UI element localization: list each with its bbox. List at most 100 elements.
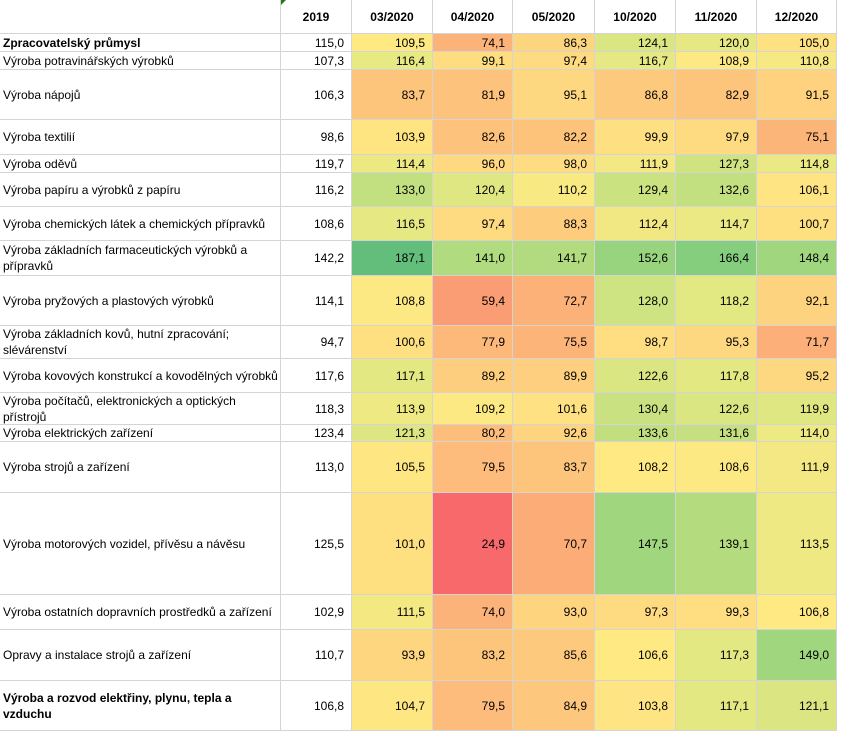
value-cell[interactable]: 99,9 [595, 120, 676, 155]
value-cell-2019[interactable]: 116,2 [281, 173, 352, 207]
value-cell[interactable]: 147,5 [595, 493, 676, 595]
value-cell[interactable]: 152,6 [595, 241, 676, 276]
column-header[interactable]: 11/2020 [676, 0, 757, 34]
value-cell[interactable]: 118,2 [676, 276, 757, 326]
value-cell[interactable]: 77,9 [433, 326, 513, 359]
row-label[interactable]: Opravy a instalace strojů a zařízení [0, 630, 281, 681]
column-header[interactable]: 03/2020 [352, 0, 433, 34]
value-cell[interactable]: 83,7 [352, 70, 433, 120]
value-cell-2019[interactable]: 142,2 [281, 241, 352, 276]
value-cell[interactable]: 114,8 [757, 155, 837, 173]
column-header[interactable]: 10/2020 [595, 0, 676, 34]
value-cell[interactable]: 92,6 [513, 425, 595, 442]
value-cell[interactable]: 96,0 [433, 155, 513, 173]
value-cell[interactable]: 121,3 [352, 425, 433, 442]
value-cell[interactable]: 100,7 [757, 207, 837, 241]
value-cell[interactable]: 59,4 [433, 276, 513, 326]
row-label[interactable]: Výroba strojů a zařízení [0, 442, 281, 493]
value-cell[interactable]: 105,5 [352, 442, 433, 493]
value-cell[interactable]: 117,8 [676, 359, 757, 393]
value-cell[interactable]: 122,6 [676, 393, 757, 425]
row-label[interactable]: Výroba motorových vozidel, přívěsu a náv… [0, 493, 281, 595]
row-label[interactable]: Výroba základních farmaceutických výrobk… [0, 241, 281, 276]
row-label[interactable]: Výroba ostatních dopravních prostředků a… [0, 595, 281, 630]
value-cell[interactable]: 84,9 [513, 681, 595, 731]
value-cell[interactable]: 105,0 [757, 34, 837, 52]
value-cell[interactable]: 116,5 [352, 207, 433, 241]
value-cell[interactable]: 99,3 [676, 595, 757, 630]
row-label[interactable]: Výroba chemických látek a chemických pří… [0, 207, 281, 241]
value-cell-2019[interactable]: 118,3 [281, 393, 352, 425]
value-cell[interactable]: 129,4 [595, 173, 676, 207]
value-cell[interactable]: 111,9 [757, 442, 837, 493]
value-cell[interactable]: 112,4 [595, 207, 676, 241]
value-cell[interactable]: 149,0 [757, 630, 837, 681]
value-cell[interactable]: 187,1 [352, 241, 433, 276]
value-cell[interactable]: 108,9 [676, 52, 757, 70]
value-cell[interactable]: 83,7 [513, 442, 595, 493]
value-cell[interactable]: 111,9 [595, 155, 676, 173]
value-cell[interactable]: 24,9 [433, 493, 513, 595]
value-cell[interactable]: 80,2 [433, 425, 513, 442]
value-cell[interactable]: 116,7 [595, 52, 676, 70]
value-cell[interactable]: 79,5 [433, 442, 513, 493]
value-cell-2019[interactable]: 106,8 [281, 681, 352, 731]
value-cell-2019[interactable]: 106,3 [281, 70, 352, 120]
value-cell[interactable]: 100,6 [352, 326, 433, 359]
value-cell[interactable]: 122,6 [595, 359, 676, 393]
value-cell[interactable]: 120,4 [433, 173, 513, 207]
value-cell[interactable]: 85,6 [513, 630, 595, 681]
value-cell[interactable]: 88,3 [513, 207, 595, 241]
value-cell-2019[interactable]: 115,0 [281, 34, 352, 52]
header-corner-cell[interactable] [0, 0, 281, 34]
value-cell[interactable]: 95,2 [757, 359, 837, 393]
value-cell-2019[interactable]: 102,9 [281, 595, 352, 630]
value-cell-2019[interactable]: 123,4 [281, 425, 352, 442]
value-cell[interactable]: 117,1 [676, 681, 757, 731]
value-cell[interactable]: 72,7 [513, 276, 595, 326]
value-cell[interactable]: 139,1 [676, 493, 757, 595]
value-cell[interactable]: 148,4 [757, 241, 837, 276]
value-cell[interactable]: 98,7 [595, 326, 676, 359]
value-cell-2019[interactable]: 107,3 [281, 52, 352, 70]
value-cell[interactable]: 133,6 [595, 425, 676, 442]
value-cell[interactable]: 101,6 [513, 393, 595, 425]
row-label[interactable]: Výroba kovových konstrukcí a kovodělných… [0, 359, 281, 393]
value-cell[interactable]: 119,9 [757, 393, 837, 425]
value-cell[interactable]: 74,1 [433, 34, 513, 52]
value-cell[interactable]: 75,5 [513, 326, 595, 359]
value-cell[interactable]: 120,0 [676, 34, 757, 52]
value-cell[interactable]: 103,9 [352, 120, 433, 155]
value-cell[interactable]: 113,9 [352, 393, 433, 425]
row-label[interactable]: Zpracovatelský průmysl [0, 34, 281, 52]
value-cell[interactable]: 141,7 [513, 241, 595, 276]
value-cell[interactable]: 106,8 [757, 595, 837, 630]
value-cell[interactable]: 95,1 [513, 70, 595, 120]
value-cell[interactable]: 86,8 [595, 70, 676, 120]
value-cell[interactable]: 82,2 [513, 120, 595, 155]
value-cell[interactable]: 97,3 [595, 595, 676, 630]
value-cell[interactable]: 83,2 [433, 630, 513, 681]
value-cell[interactable]: 131,6 [676, 425, 757, 442]
value-cell[interactable]: 82,9 [676, 70, 757, 120]
value-cell[interactable]: 79,5 [433, 681, 513, 731]
value-cell[interactable]: 97,9 [676, 120, 757, 155]
value-cell[interactable]: 89,9 [513, 359, 595, 393]
value-cell[interactable]: 70,7 [513, 493, 595, 595]
value-cell[interactable]: 93,9 [352, 630, 433, 681]
value-cell-2019[interactable]: 110,7 [281, 630, 352, 681]
row-label[interactable]: Výroba oděvů [0, 155, 281, 173]
value-cell[interactable]: 92,1 [757, 276, 837, 326]
value-cell[interactable]: 133,0 [352, 173, 433, 207]
column-header[interactable]: 04/2020 [433, 0, 513, 34]
value-cell[interactable]: 121,1 [757, 681, 837, 731]
value-cell-2019[interactable]: 114,1 [281, 276, 352, 326]
value-cell[interactable]: 109,5 [352, 34, 433, 52]
value-cell[interactable]: 81,9 [433, 70, 513, 120]
value-cell[interactable]: 75,1 [757, 120, 837, 155]
value-cell-2019[interactable]: 98,6 [281, 120, 352, 155]
value-cell[interactable]: 106,1 [757, 173, 837, 207]
row-label[interactable]: Výroba základních kovů, hutní zpracování… [0, 326, 281, 359]
value-cell[interactable]: 124,1 [595, 34, 676, 52]
value-cell-2019[interactable]: 119,7 [281, 155, 352, 173]
